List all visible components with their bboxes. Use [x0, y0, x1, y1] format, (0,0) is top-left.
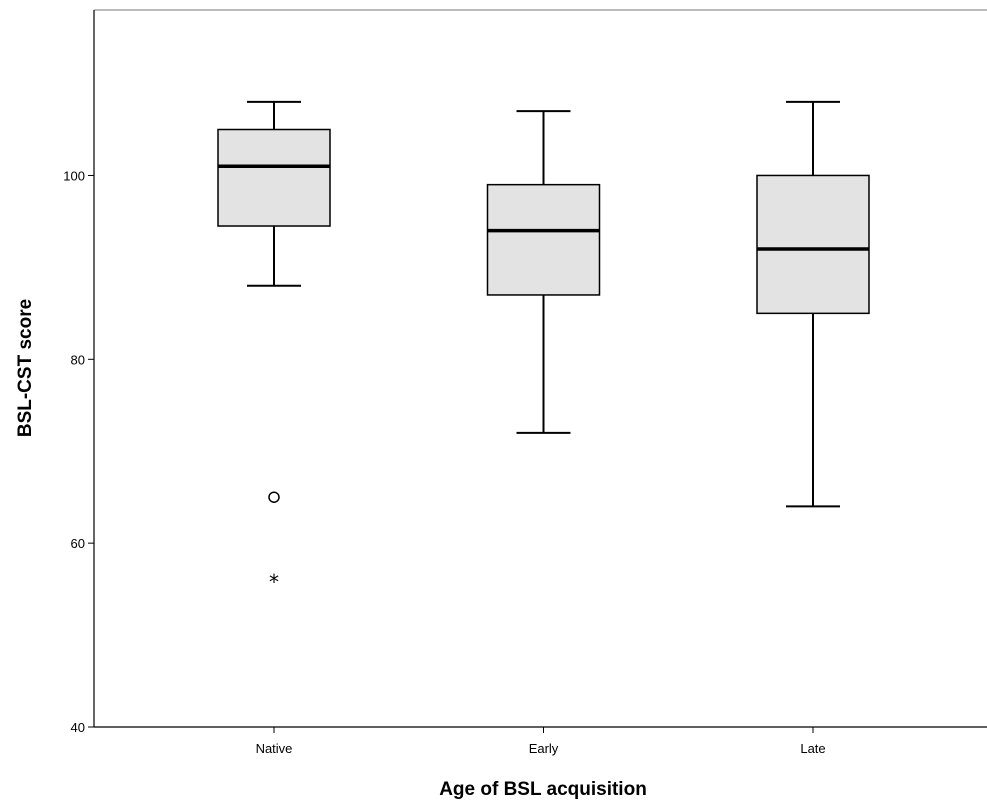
x-tick-label: Native [256, 741, 293, 756]
extreme-outlier-star-marker: * [269, 570, 279, 594]
y-tick-label: 80 [71, 352, 85, 367]
y-tick-label: 60 [71, 536, 85, 551]
y-axis-title: BSL-CST score [15, 299, 36, 437]
y-tick-label: 40 [71, 720, 85, 735]
y-ticks-layer: 40 60 80 100 [63, 168, 94, 735]
box-native [217, 100, 331, 287]
outlier-circle-marker [268, 491, 280, 503]
x-axis-title: Age of BSL acquisition [439, 779, 647, 800]
iqr-box [756, 174, 870, 315]
iqr-box [486, 183, 601, 296]
y-tick-label: 100 [63, 168, 85, 183]
outliers-layer: * [268, 491, 280, 594]
x-tick-label: Early [529, 741, 559, 756]
axes-layer [93, 9, 987, 728]
boxes-layer [217, 100, 870, 508]
x-ticks-layer: Native Early Late [256, 727, 826, 756]
x-tick-label: Late [800, 741, 825, 756]
box-early [486, 110, 601, 434]
box-late [756, 100, 870, 508]
iqr-box [217, 128, 331, 227]
